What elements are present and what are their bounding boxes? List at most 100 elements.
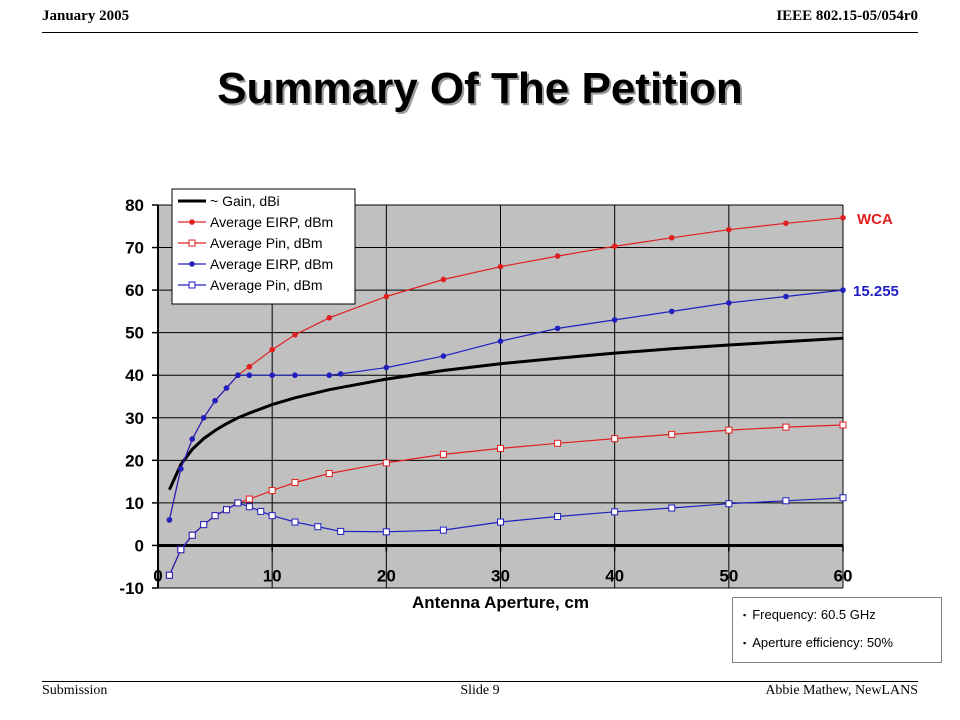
data-point	[166, 517, 173, 523]
note-text: Frequency: 60.5 GHz	[752, 607, 876, 622]
data-point	[840, 287, 846, 293]
data-point	[200, 414, 207, 421]
y-tick-label: 40	[125, 366, 144, 385]
legend: ~ Gain, dBi Average EIRP, dBm Average Pin,…	[171, 188, 356, 305]
footer-slide-number: Slide 9	[460, 683, 500, 698]
data-point	[554, 325, 561, 332]
data-point	[235, 372, 241, 379]
data-point	[497, 263, 504, 270]
footer-author: Abbie Mathew, NewLANS	[765, 683, 918, 698]
note-efficiency: ▪ Aperture efficiency: 50%	[743, 635, 893, 650]
y-tick-label: -10	[119, 579, 144, 598]
data-point	[314, 523, 322, 531]
data-point	[383, 364, 390, 371]
y-tick-label: 60	[125, 281, 144, 300]
x-tick-label: 30	[491, 566, 510, 585]
data-point	[257, 507, 265, 515]
data-point	[725, 500, 733, 508]
data-point	[211, 512, 219, 520]
x-axis-label: Antenna Aperture, cm	[412, 593, 589, 612]
legend-item: Average Pin, dBm	[178, 235, 323, 251]
footer-rule	[42, 681, 918, 682]
data-point	[291, 518, 299, 526]
data-point	[783, 293, 789, 300]
legend-item: Average EIRP, dBm	[178, 256, 333, 272]
data-point	[337, 527, 345, 535]
data-point	[554, 253, 561, 259]
data-point	[783, 220, 789, 227]
legend-marker	[189, 261, 195, 267]
y-tick-label: 50	[125, 324, 144, 343]
series-4	[166, 287, 846, 523]
bullet-icon: ▪	[743, 638, 747, 648]
data-point	[668, 430, 676, 438]
legend-item: Average EIRP, dBm	[178, 214, 333, 230]
x-tick-label: 40	[605, 566, 624, 585]
notes-box: ▪ Frequency: 60.5 GHz ▪ Aperture efficienc…	[732, 597, 942, 663]
data-point	[668, 234, 675, 241]
annotations: WCA 15.255	[853, 211, 899, 300]
note-text: Aperture efficiency: 50%	[752, 635, 893, 650]
data-point	[245, 503, 253, 511]
header-date: January 2005	[42, 8, 130, 24]
data-point	[246, 363, 253, 370]
series-line	[168, 336, 844, 491]
series-5	[165, 494, 847, 579]
y-tick-label: 70	[125, 239, 144, 258]
data-point	[189, 436, 196, 442]
annotation-wca: WCA	[857, 211, 893, 228]
data-point	[337, 371, 344, 377]
data-point	[668, 308, 675, 315]
data-point	[325, 470, 333, 478]
legend-marker	[189, 219, 195, 225]
x-tick-label: 10	[263, 566, 282, 585]
data-point	[439, 526, 447, 534]
slide-title: Summary Of The Petition	[217, 64, 743, 113]
data-point	[200, 521, 208, 529]
data-point	[439, 450, 447, 458]
tick-labels: 80 70 60 50 40 30 20 10 0 -10 0 10 20 30 40 50 60	[119, 196, 852, 598]
y-tick-label: 30	[125, 409, 144, 428]
data-point	[383, 293, 390, 300]
data-point	[178, 466, 184, 472]
data-point	[554, 439, 562, 447]
data-point	[234, 499, 242, 507]
data-point	[382, 528, 390, 536]
legend-marker	[188, 281, 196, 289]
data-point	[291, 478, 299, 486]
data-point	[668, 504, 676, 512]
annotation-15255: 15.255	[853, 283, 899, 300]
y-tick-label: 80	[125, 196, 144, 215]
footer-submission: Submission	[42, 683, 108, 698]
legend-label: Average EIRP, dBm	[210, 214, 333, 230]
y-tick-label: 0	[135, 536, 144, 555]
legend-marker	[188, 239, 196, 247]
data-point	[326, 314, 333, 321]
data-point	[326, 372, 333, 379]
data-point	[382, 459, 390, 467]
legend-label: Average Pin, dBm	[210, 235, 323, 251]
series-1	[168, 336, 844, 491]
x-tick-label: 0	[153, 566, 162, 585]
legend-label: Average Pin, dBm	[210, 277, 323, 293]
data-point	[726, 300, 732, 306]
data-point	[292, 372, 298, 379]
data-point	[611, 317, 618, 323]
legend-item: Average Pin, dBm	[178, 277, 323, 293]
legend-label: ~ Gain, dBi	[210, 193, 280, 209]
y-tick-label: 20	[125, 451, 144, 470]
data-point	[245, 495, 253, 503]
data-point	[782, 497, 790, 505]
data-point	[269, 346, 275, 353]
x-tick-label: 60	[834, 566, 853, 585]
header-doc-id: IEEE 802.15-05/054r0	[776, 8, 918, 24]
data-point	[725, 426, 733, 434]
data-point	[839, 421, 847, 429]
bullet-icon: ▪	[743, 610, 747, 620]
data-point	[440, 276, 447, 283]
x-tick-label: 50	[719, 566, 738, 585]
data-point	[269, 372, 275, 379]
data-point	[177, 546, 185, 554]
data-point	[497, 444, 504, 452]
